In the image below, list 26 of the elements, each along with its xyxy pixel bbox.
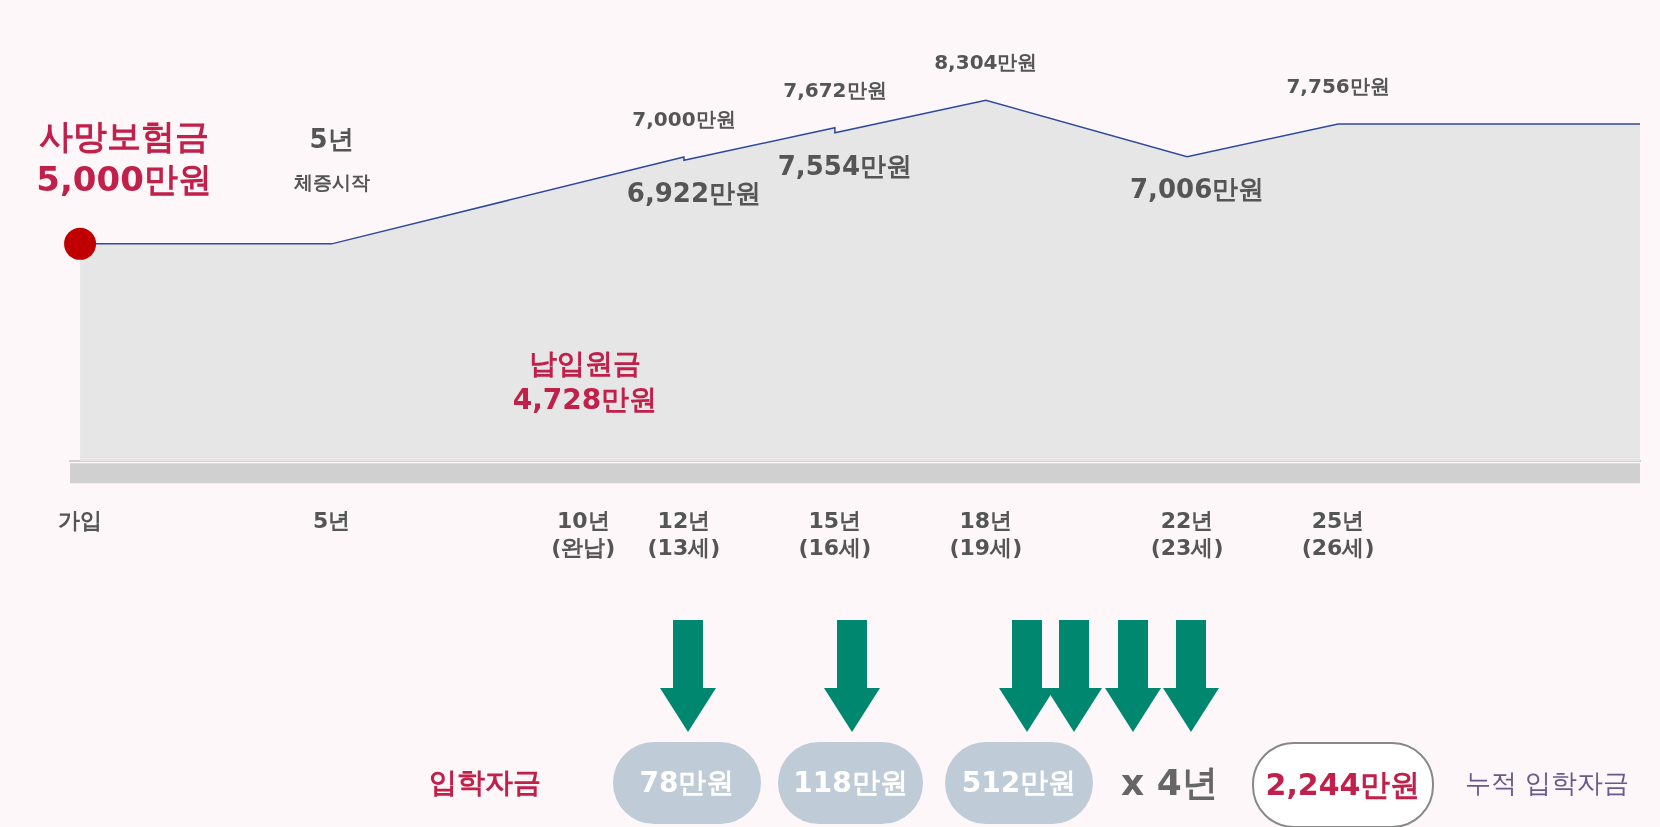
x-tick-label: 18년 (19세)	[949, 508, 1023, 560]
x-tick-label: 25년 (26세)	[1301, 508, 1375, 560]
annotation: 납입원금 4,728만원	[512, 347, 658, 417]
x-tick-label: 5년	[313, 508, 351, 534]
data-label: 6,922만원	[626, 178, 762, 209]
data-label: 8,304만원	[934, 50, 1038, 75]
text: 2,244만원	[1252, 742, 1434, 827]
text: 512만원	[945, 742, 1093, 824]
text: x 4년	[1120, 760, 1219, 805]
data-label: 7,756만원	[1286, 74, 1390, 99]
annotation: 사망보험금	[39, 115, 210, 156]
data-label: 7,672만원	[783, 77, 887, 102]
data-label: 5,000만원	[36, 158, 212, 199]
text: 118만원	[778, 742, 923, 824]
x-tick-label: 가입	[58, 508, 103, 534]
data-label: 7,006만원	[1129, 174, 1265, 205]
annotation: 5년 체증시작	[292, 123, 370, 194]
text: 누적 입학자금	[1463, 766, 1631, 800]
x-tick-label: 22년 (23세)	[1150, 508, 1224, 560]
data-label: 7,554만원	[777, 150, 912, 181]
x-tick-label: 12년 (13세)	[647, 508, 721, 560]
x-tick-label: 15년 (16세)	[798, 508, 872, 560]
x-tick-label: 10년 (완납)	[551, 508, 616, 560]
data-label: 7,000만원	[632, 107, 736, 132]
text: 입학자금	[428, 765, 542, 801]
text: 78만원	[613, 742, 761, 824]
